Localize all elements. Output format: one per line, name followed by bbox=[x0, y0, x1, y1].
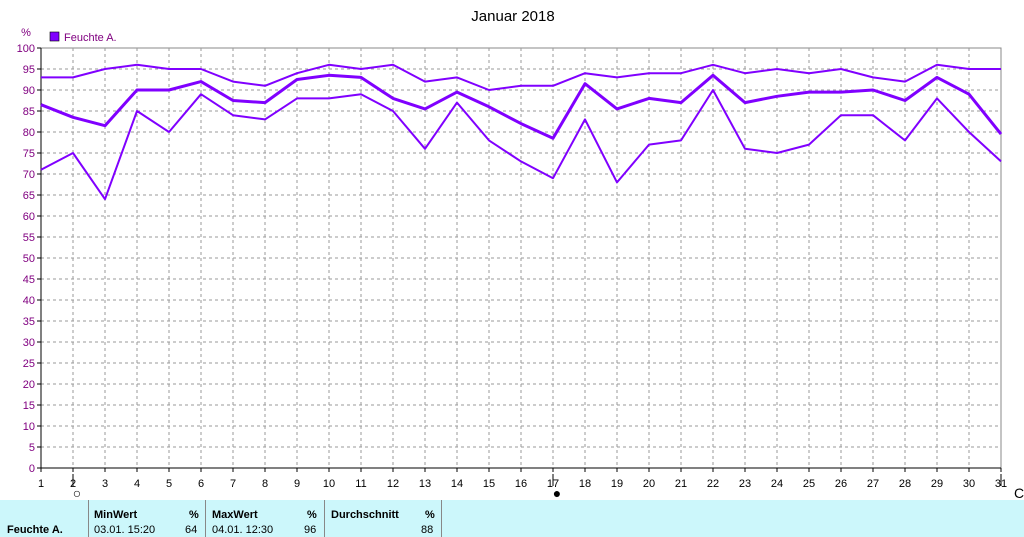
x-tick-label: 23 bbox=[739, 478, 751, 490]
x-tick-label: 28 bbox=[899, 478, 911, 490]
x-tick-label: 22 bbox=[707, 478, 719, 490]
max-time: 04.01. 12:30 bbox=[212, 524, 274, 536]
x-tick-label: 6 bbox=[198, 478, 204, 490]
moon-phase-icon: ○ bbox=[73, 485, 81, 500]
x-tick-label: 14 bbox=[451, 478, 463, 490]
divider bbox=[324, 500, 325, 537]
divider bbox=[205, 500, 206, 537]
max-value: 96 bbox=[304, 524, 317, 536]
y-tick-label: 85 bbox=[23, 106, 35, 118]
x-tick-label: 9 bbox=[294, 478, 300, 490]
y-tick-label: 80 bbox=[23, 127, 35, 139]
series-line-min bbox=[40, 89, 1002, 201]
legend-label: Feuchte A. bbox=[64, 32, 117, 44]
x-tick-label: 15 bbox=[483, 478, 495, 490]
x-tick-label: 1 bbox=[38, 478, 44, 490]
chart-title: Januar 2018 bbox=[471, 8, 554, 25]
y-tick-label: 100 bbox=[17, 43, 35, 55]
x-tick-label: 8 bbox=[262, 478, 268, 490]
y-axis: 0 5 10 15 20 25 30 35 40 45 50 55 60 65 70 75 80 85 90 95 10… bbox=[17, 43, 42, 475]
max-unit: % bbox=[307, 509, 317, 521]
y-tick-label: 70 bbox=[23, 169, 35, 181]
x-tick-label: 21 bbox=[675, 478, 687, 490]
x-tick-label: 3 bbox=[102, 478, 108, 490]
legend-swatch bbox=[49, 31, 60, 42]
moon-phase-icon: C bbox=[1014, 485, 1024, 500]
x-tick-label: 27 bbox=[867, 478, 879, 490]
series-line-avg bbox=[40, 73, 1003, 140]
x-tick-label: 24 bbox=[771, 478, 783, 490]
min-value: 64 bbox=[185, 524, 198, 536]
x-tick-label: 7 bbox=[230, 478, 236, 490]
series-lines bbox=[40, 63, 1003, 201]
max-header: MaxWert bbox=[212, 509, 258, 521]
x-tick-label: 5 bbox=[166, 478, 172, 490]
y-tick-label: 20 bbox=[23, 379, 35, 391]
y-tick-label: 60 bbox=[23, 211, 35, 223]
y-axis-unit: % bbox=[21, 27, 31, 39]
y-tick-label: 40 bbox=[23, 295, 35, 307]
y-tick-label: 45 bbox=[23, 274, 35, 286]
y-tick-label: 25 bbox=[23, 358, 35, 370]
y-tick-label: 30 bbox=[23, 337, 35, 349]
moon-markers: ○ ● C bbox=[72, 474, 1024, 500]
y-tick-label: 75 bbox=[23, 148, 35, 160]
y-tick-label: 50 bbox=[23, 253, 35, 265]
x-tick-label: 11 bbox=[355, 478, 366, 490]
summary-row-label: Feuchte A. bbox=[7, 524, 63, 536]
x-tick-label: 30 bbox=[963, 478, 975, 490]
x-tick-label: 19 bbox=[611, 478, 623, 490]
x-tick-label: 25 bbox=[803, 478, 815, 490]
moon-phase-icon: ● bbox=[553, 485, 561, 500]
x-tick-label: 18 bbox=[579, 478, 591, 490]
y-tick-label: 15 bbox=[23, 400, 35, 412]
x-tick-label: 4 bbox=[134, 478, 140, 490]
y-tick-label: 65 bbox=[23, 190, 35, 202]
x-axis: 1234567891011121314151617181920212223242… bbox=[38, 467, 1007, 490]
x-tick-label: 26 bbox=[835, 478, 847, 490]
avg-header: Durchschnitt bbox=[331, 509, 399, 521]
y-tick-label: 0 bbox=[29, 463, 35, 475]
chart-grid bbox=[40, 47, 1002, 469]
x-tick-label: 10 bbox=[323, 478, 335, 490]
avg-unit: % bbox=[425, 509, 435, 521]
y-tick-label: 95 bbox=[23, 64, 35, 76]
min-header: MinWert bbox=[94, 509, 138, 521]
x-tick-label: 16 bbox=[515, 478, 527, 490]
summary-bar: Feuchte A. MinWert % 03.01. 15:20 64 Max… bbox=[0, 500, 1024, 537]
y-tick-label: 10 bbox=[23, 421, 35, 433]
x-tick-label: 12 bbox=[387, 478, 399, 490]
y-tick-label: 55 bbox=[23, 232, 35, 244]
min-unit: % bbox=[189, 509, 199, 521]
divider bbox=[88, 500, 89, 537]
avg-value: 88 bbox=[421, 524, 434, 536]
y-tick-label: 5 bbox=[29, 442, 35, 454]
series-line-max bbox=[41, 63, 1001, 91]
x-tick-label: 20 bbox=[643, 478, 655, 490]
x-tick-label: 13 bbox=[419, 478, 431, 490]
x-tick-label: 29 bbox=[931, 478, 943, 490]
humidity-chart: Januar 2018 % Feuchte A. 051015202530354… bbox=[17, 8, 1024, 500]
y-tick-label: 35 bbox=[23, 316, 35, 328]
y-tick-label: 90 bbox=[23, 85, 35, 97]
min-time: 03.01. 15:20 bbox=[94, 524, 156, 536]
divider bbox=[441, 500, 442, 537]
